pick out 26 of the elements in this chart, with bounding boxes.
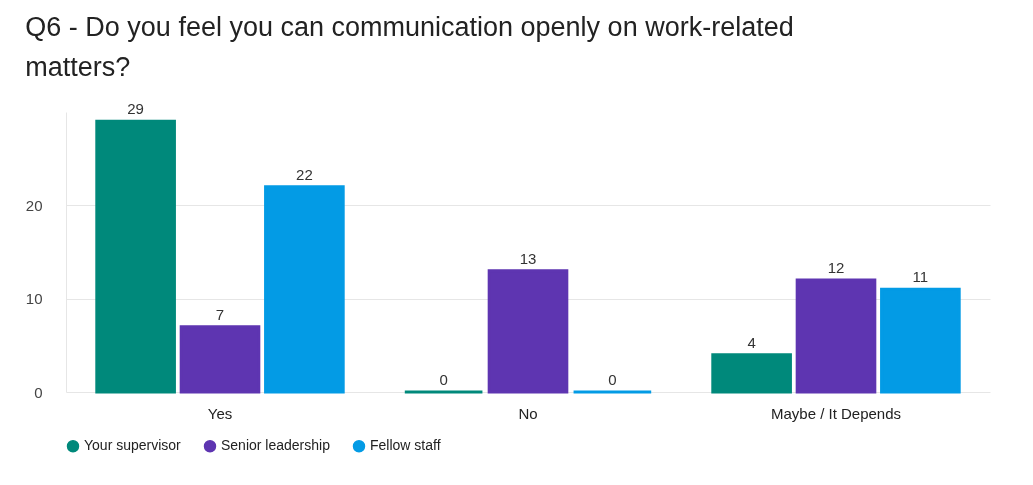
data-label: 22 xyxy=(296,165,313,183)
data-label: 29 xyxy=(127,100,144,118)
x-tick-label: Yes xyxy=(207,404,233,422)
y-tick-label: 0 xyxy=(34,383,43,401)
bar xyxy=(95,119,176,394)
bar xyxy=(487,269,569,394)
data-label: 4 xyxy=(747,333,756,351)
x-tick-label: No xyxy=(518,404,538,422)
y-tick-label: 10 xyxy=(25,290,43,308)
bar xyxy=(711,353,792,394)
chart-title: Q6 - Do you feel you can communication openly on work-related matters? xyxy=(25,12,794,83)
data-label: 0 xyxy=(439,371,448,388)
legend-label: Senior leadership xyxy=(221,437,331,454)
y-tick-label: 20 xyxy=(25,196,43,214)
legend-label: Your supervisor xyxy=(84,437,182,454)
data-label: 0 xyxy=(608,371,617,388)
data-label: 12 xyxy=(827,259,845,276)
bar xyxy=(264,185,345,394)
bar xyxy=(795,278,877,394)
data-label: 11 xyxy=(912,268,929,286)
bar xyxy=(880,287,961,394)
legend-label: Fellow staff xyxy=(370,437,441,454)
bar xyxy=(179,325,261,394)
data-label: 7 xyxy=(215,305,225,323)
x-tick-label: Maybe / It Depends xyxy=(770,404,902,422)
data-label: 13 xyxy=(519,249,537,267)
